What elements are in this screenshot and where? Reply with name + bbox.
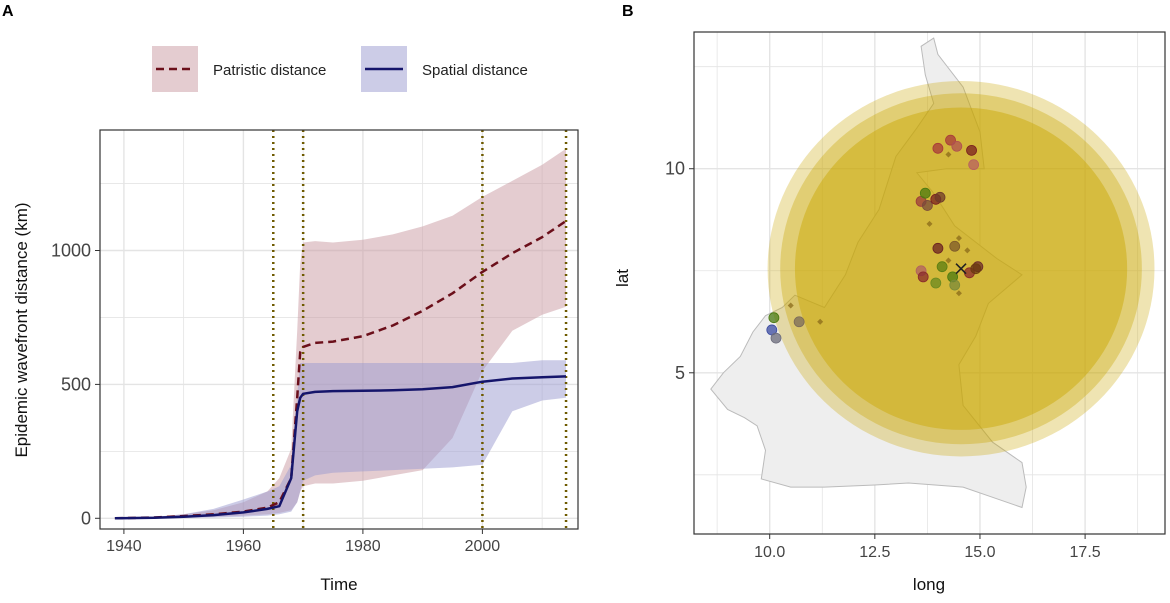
- sample-point: [793, 316, 805, 328]
- sample-point: [934, 191, 946, 203]
- sample-point: [970, 263, 982, 275]
- sample-point: [917, 271, 929, 283]
- chart-b-xlabel: long: [913, 575, 945, 594]
- diamond-point: [955, 290, 962, 297]
- sample-point: [936, 261, 948, 273]
- sample-point: [932, 142, 944, 154]
- diamond-point: [964, 247, 971, 254]
- sample-point: [770, 332, 782, 344]
- diamond-point: [945, 151, 952, 158]
- x-tick-label: 2000: [465, 538, 501, 555]
- sample-point: [932, 242, 944, 254]
- chart-b-panel-border: [693, 31, 1166, 535]
- diamond-point: [955, 235, 962, 242]
- x-tick-label: 1940: [106, 538, 142, 555]
- sample-point: [966, 144, 977, 156]
- diamond-point: [945, 257, 952, 264]
- panel-b-label: B: [622, 3, 634, 20]
- x-tick-label: 1980: [345, 538, 381, 555]
- diamond-point: [926, 220, 933, 227]
- chart-a-panel-border: [99, 129, 579, 530]
- band-spatial: [114, 360, 567, 519]
- y-tick-label: 500: [61, 374, 91, 394]
- legend-label-patristic: Patristic distance: [213, 62, 326, 79]
- x-tick-label: 10.0: [754, 544, 785, 561]
- panel-a-label: A: [2, 3, 14, 20]
- x-tick-label: 12.5: [859, 544, 890, 561]
- diamond-point: [817, 318, 824, 325]
- y-tick-label: 1000: [51, 241, 91, 261]
- chart-b: 10.0 12.5 15.0 17.5 5 10 long lat: [613, 31, 1166, 594]
- chart-a: 1940 1960 1980 2000 0 500 1000 Time Epidemic w…: [12, 129, 579, 594]
- sample-point: [949, 279, 961, 291]
- chart-b-points: [766, 134, 984, 344]
- sample-point: [919, 187, 931, 199]
- chart-a-ticks: 1940 1960 1980 2000 0 500 1000: [51, 241, 500, 555]
- y-tick-label: 5: [675, 363, 685, 383]
- chart-a-ylabel: Epidemic wavefront distance (km): [12, 202, 31, 457]
- sample-point: [951, 140, 963, 152]
- legend-label-spatial: Spatial distance: [422, 62, 528, 79]
- y-tick-label: 0: [81, 508, 91, 528]
- chart-a-bands: [114, 148, 567, 519]
- sample-point: [949, 240, 961, 252]
- sample-point: [968, 159, 980, 171]
- chart-a-series-lines: [114, 219, 567, 520]
- chart-b-ylabel: lat: [613, 269, 632, 287]
- line-spatial: [114, 375, 567, 520]
- diamond-point: [787, 302, 794, 309]
- sample-point: [930, 277, 942, 289]
- chart-a-xlabel: Time: [320, 575, 357, 594]
- chart-a-event-lines: [272, 130, 568, 529]
- x-tick-label: 15.0: [964, 544, 995, 561]
- sample-point: [921, 200, 933, 211]
- x-tick-label: 17.5: [1070, 544, 1101, 561]
- x-tick-label: 1960: [226, 538, 262, 555]
- chart-b-ticks: 10.0 12.5 15.0 17.5 5 10: [665, 159, 1101, 561]
- legend: Patristic distance Spatial distance: [152, 46, 528, 92]
- y-tick-label: 10: [665, 159, 685, 179]
- sample-point: [768, 312, 780, 324]
- origin-marker: [955, 263, 967, 275]
